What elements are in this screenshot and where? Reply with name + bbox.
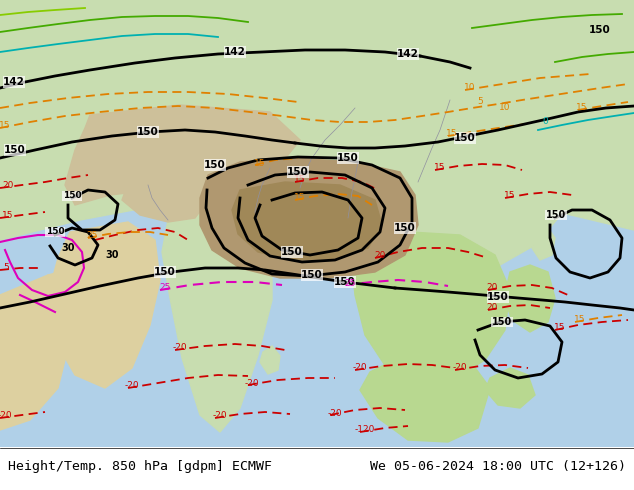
Polygon shape <box>65 105 300 205</box>
Polygon shape <box>575 36 608 88</box>
Text: 15: 15 <box>554 323 566 333</box>
Text: 25: 25 <box>86 231 98 241</box>
Polygon shape <box>260 346 280 374</box>
Text: 5: 5 <box>477 98 483 106</box>
Text: 5: 5 <box>3 263 9 271</box>
Text: 30: 30 <box>61 243 75 253</box>
Text: 20: 20 <box>374 250 385 260</box>
Text: -20: -20 <box>172 343 187 352</box>
Polygon shape <box>38 268 88 355</box>
Text: 25: 25 <box>344 278 356 288</box>
Polygon shape <box>575 72 618 102</box>
Polygon shape <box>532 228 555 260</box>
Polygon shape <box>408 330 458 425</box>
Text: -20: -20 <box>125 382 139 391</box>
Text: 20: 20 <box>486 303 498 313</box>
Polygon shape <box>48 222 160 388</box>
Polygon shape <box>122 168 210 222</box>
Text: 15: 15 <box>434 164 446 172</box>
Polygon shape <box>560 95 622 170</box>
Text: 142: 142 <box>397 49 419 59</box>
Text: 15: 15 <box>0 121 11 129</box>
Text: 15: 15 <box>576 103 588 113</box>
Text: 150: 150 <box>4 145 26 155</box>
Text: 15: 15 <box>294 194 306 202</box>
Polygon shape <box>352 232 510 385</box>
Text: -20: -20 <box>453 364 467 372</box>
Polygon shape <box>504 265 555 332</box>
Text: 0: 0 <box>542 118 548 126</box>
Text: 150: 150 <box>281 247 303 257</box>
Text: 20: 20 <box>486 284 498 293</box>
Text: 15: 15 <box>3 211 14 220</box>
Text: 15: 15 <box>574 316 586 324</box>
Text: 142: 142 <box>3 77 25 87</box>
Text: -20: -20 <box>328 409 342 417</box>
Text: 25: 25 <box>159 284 171 293</box>
Text: -20: -20 <box>353 364 367 372</box>
Text: 150: 150 <box>589 25 611 35</box>
Text: 142: 142 <box>224 47 246 57</box>
Text: -20: -20 <box>245 378 259 388</box>
Text: 150: 150 <box>154 267 176 277</box>
Text: 30: 30 <box>105 250 119 260</box>
Text: 150: 150 <box>487 292 509 302</box>
Text: 150: 150 <box>63 192 81 200</box>
Polygon shape <box>0 275 70 430</box>
Polygon shape <box>430 88 570 128</box>
Polygon shape <box>0 0 634 240</box>
Polygon shape <box>355 100 580 268</box>
Text: 15: 15 <box>254 158 266 168</box>
Text: 150: 150 <box>301 270 323 280</box>
Text: 20: 20 <box>3 180 14 190</box>
Text: 150: 150 <box>454 133 476 143</box>
Text: 150: 150 <box>137 127 159 137</box>
Text: 15: 15 <box>294 175 306 185</box>
Text: 150: 150 <box>546 210 566 220</box>
Polygon shape <box>232 182 382 260</box>
Text: 150: 150 <box>492 317 512 327</box>
Polygon shape <box>485 368 535 408</box>
Text: 150: 150 <box>394 223 416 233</box>
Polygon shape <box>360 348 490 442</box>
Polygon shape <box>516 155 555 198</box>
Text: 15: 15 <box>504 192 515 200</box>
Text: -120: -120 <box>355 425 375 435</box>
Text: 150: 150 <box>46 227 64 237</box>
Text: 10: 10 <box>464 83 476 93</box>
Text: Height/Temp. 850 hPa [gdpm] ECMWF: Height/Temp. 850 hPa [gdpm] ECMWF <box>8 460 271 473</box>
Text: 150: 150 <box>204 160 226 170</box>
Text: 10: 10 <box>499 103 511 113</box>
Text: 15: 15 <box>446 129 458 139</box>
Text: 150: 150 <box>337 153 359 163</box>
Text: -20: -20 <box>0 412 12 420</box>
Text: -20: -20 <box>212 412 228 420</box>
Text: We 05-06-2024 18:00 UTC (12+126): We 05-06-2024 18:00 UTC (12+126) <box>370 460 626 473</box>
Text: 150: 150 <box>287 167 309 177</box>
Polygon shape <box>200 158 418 278</box>
Text: 150: 150 <box>334 277 356 287</box>
Polygon shape <box>162 210 272 432</box>
